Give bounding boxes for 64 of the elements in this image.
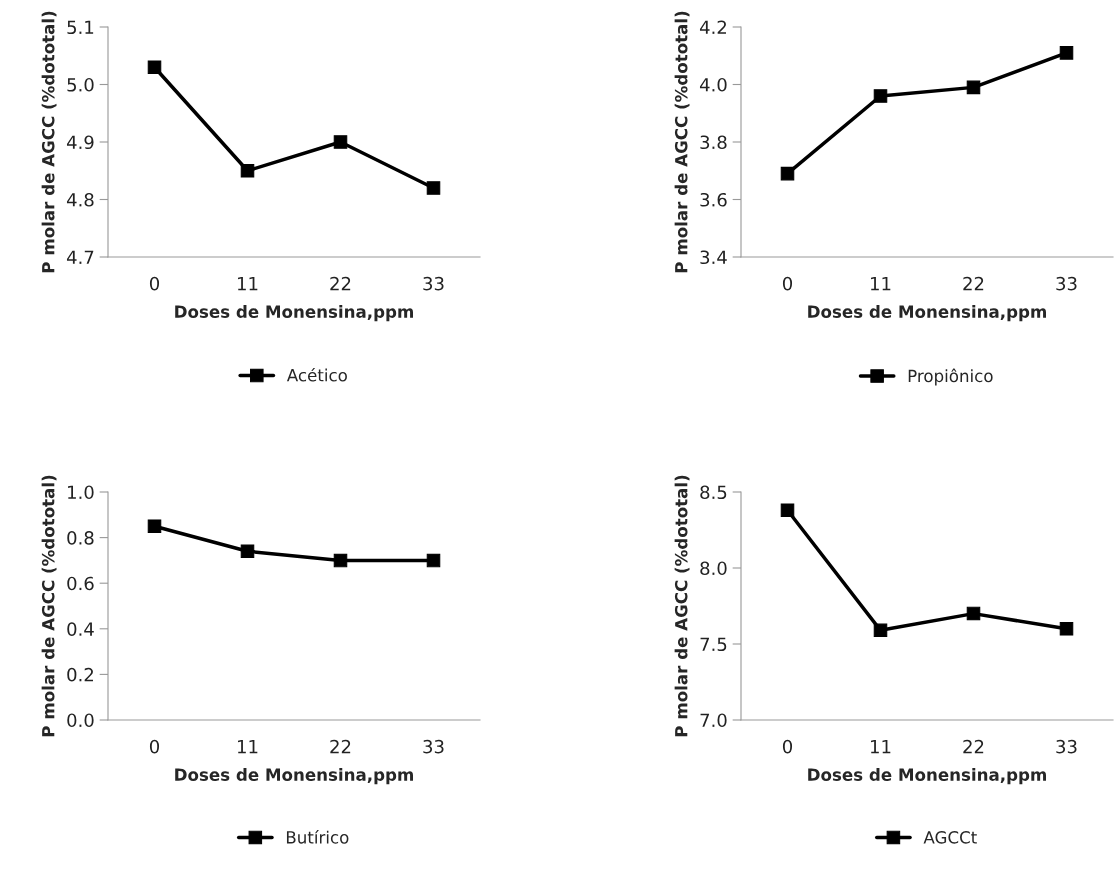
point (333, 135, 348, 149)
x-tick-label: 22 (330, 739, 351, 754)
legend-label: Acético (286, 367, 347, 382)
x-axis-title: Doses de Monensina,ppm (175, 305, 413, 322)
x-tick-label: 0 (782, 276, 793, 291)
x-axis-title: Doses de Monensina,ppm (808, 305, 1046, 322)
x-axis-title: Doses de Monensina,ppm (808, 768, 1046, 785)
y-tick-label: 0.0 (67, 713, 94, 728)
x-tick-label: 22 (330, 276, 351, 291)
point (240, 544, 255, 559)
point (333, 553, 348, 568)
x-axis-title: Doses de Monensina,ppm (175, 768, 413, 785)
x-tick-label: 22 (963, 276, 984, 291)
point (873, 89, 888, 103)
y-tick-label: 5.0 (67, 77, 94, 92)
y-axis-title: P molar de AGCC (%dototal) (674, 475, 690, 737)
y-tick-label: 0.4 (67, 622, 94, 636)
x-tick-label: 11 (238, 740, 258, 754)
point (426, 553, 441, 568)
point (873, 623, 888, 638)
point (966, 606, 981, 621)
y-tick-label: 0.8 (67, 531, 94, 545)
x-tick-label: 0 (782, 739, 793, 754)
y-tick-label: 4.0 (699, 77, 727, 92)
y-tick-label: 4.2 (699, 20, 726, 34)
x-tick-label: 11 (871, 277, 891, 291)
y-axis-title: P molar de AGCC (%dototal) (41, 475, 57, 737)
x-tick-label: 11 (871, 740, 891, 754)
x-tick-label: 33 (1056, 276, 1077, 291)
point (147, 60, 162, 75)
legend-label: Butírico (286, 830, 349, 844)
point (1059, 622, 1074, 636)
point (147, 519, 162, 533)
legend-label: Propiônico (908, 368, 993, 386)
y-tick-label: 4.8 (66, 192, 94, 207)
y-tick-label: 3.6 (700, 192, 727, 207)
x-tick-label: 33 (423, 276, 444, 291)
legend-label: AGCCt (923, 831, 977, 844)
y-tick-label: 0.6 (67, 576, 94, 591)
x-tick-label: 22 (963, 739, 984, 754)
y-tick-label: 4.9 (66, 135, 94, 150)
point (426, 181, 441, 195)
y-tick-label: 7.5 (700, 637, 727, 652)
x-tick-label: 11 (238, 277, 258, 291)
y-tick-label: 4.7 (66, 250, 94, 264)
point (1059, 46, 1074, 60)
y-tick-label: 1.0 (68, 485, 94, 500)
y-axis-title: P molar de AGCC (%dototal) (41, 11, 57, 273)
y-tick-label: 8.0 (700, 561, 727, 576)
y-tick-label: 8.5 (700, 485, 727, 500)
point (240, 163, 255, 178)
y-tick-label: 5.1 (67, 20, 94, 35)
y-tick-label: 0.2 (67, 667, 93, 682)
point (966, 80, 981, 95)
y-tick-label: 7.0 (700, 713, 727, 728)
x-tick-label: 33 (1056, 739, 1077, 754)
x-tick-label: 0 (149, 739, 160, 754)
y-tick-label: 3.4 (700, 250, 727, 265)
point (780, 503, 795, 518)
y-axis-title: P molar de AGCC (%dototal) (674, 11, 690, 273)
x-tick-label: 33 (423, 739, 444, 754)
point (780, 166, 795, 181)
y-tick-label: 3.8 (700, 135, 727, 150)
x-tick-label: 0 (149, 276, 160, 291)
